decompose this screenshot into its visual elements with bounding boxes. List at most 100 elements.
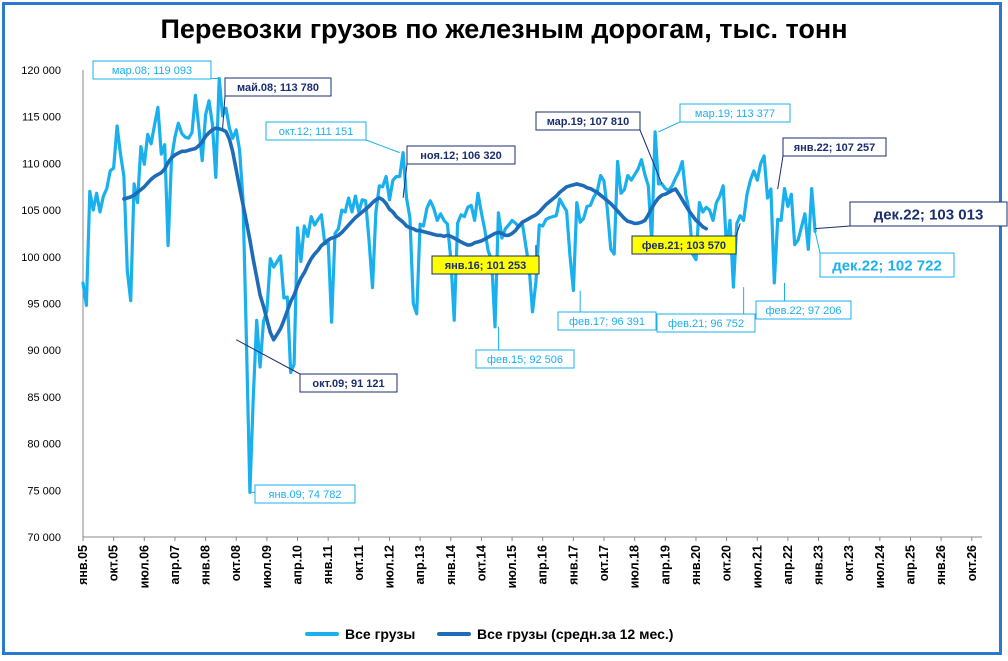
callout: мар.08; 119 093 <box>92 60 220 80</box>
callout-box <box>755 300 852 320</box>
chart-axes <box>82 70 982 538</box>
legend-swatch-average <box>437 632 471 636</box>
x-tick-label: апр.22 <box>781 545 795 585</box>
callout-label: май.08; 113 780 <box>237 82 319 94</box>
x-tick-label: апр.13 <box>413 545 427 585</box>
y-tick-label: 105 000 <box>21 205 61 217</box>
callout-label: фев.21; 103 570 <box>642 240 726 252</box>
callout-label: фев.22; 97 206 <box>765 305 841 317</box>
x-tick-label: июл.21 <box>750 545 764 588</box>
callout-leader <box>639 129 663 185</box>
callout-box <box>631 235 737 255</box>
callout-label: дек.22; 103 013 <box>874 206 984 223</box>
callout-leader <box>365 139 400 154</box>
x-tick-label: янв.14 <box>444 545 458 585</box>
x-tick-label: апр.19 <box>658 545 672 585</box>
callout: фев.21; 103 570 <box>631 223 741 255</box>
x-tick-label: июл.06 <box>137 545 151 588</box>
x-tick-label: янв.20 <box>689 545 703 585</box>
callout-box <box>782 137 887 157</box>
series-line-monthly <box>81 76 817 494</box>
callout-leader <box>402 163 408 198</box>
callout: дек.22; 103 013 <box>815 201 1008 230</box>
x-axis-ticks: янв.05 окт.05 июл.06 апр.07 янв.08 окт.08 июл.… <box>76 537 979 588</box>
x-tick-label: окт.08 <box>229 545 243 581</box>
callout-leader <box>236 339 301 375</box>
callout-label: фев.17; 96 391 <box>569 316 645 328</box>
x-tick-label: окт.20 <box>720 545 734 581</box>
callout: окт.09; 91 121 <box>236 339 398 393</box>
y-axis-ticks: 70 000 75 000 80 000 85 000 90 000 95 000 100 … <box>21 65 61 544</box>
x-tick-label: окт.05 <box>107 545 121 581</box>
callout-label: фев.15; 92 506 <box>487 354 563 366</box>
callout-label: янв.22; 107 257 <box>794 142 876 154</box>
callout: ноя.12; 106 320 <box>402 145 516 198</box>
x-tick-label: апр.25 <box>903 545 917 585</box>
x-tick-label: апр.07 <box>168 545 182 585</box>
callout-label: фев.21; 96 752 <box>668 318 744 330</box>
callout-box <box>299 373 398 393</box>
x-tick-label: окт.23 <box>842 545 856 581</box>
callout-leader <box>658 121 681 133</box>
x-tick-label: янв.26 <box>934 545 948 585</box>
callout-box <box>679 103 791 123</box>
callout: окт.12; 111 151 <box>265 121 400 154</box>
callout: фев.22; 97 206 <box>755 282 852 320</box>
y-tick-label: 110 000 <box>22 158 61 170</box>
callout-box <box>557 311 657 331</box>
callout-leader <box>814 231 821 254</box>
x-tick-label: июл.09 <box>260 545 274 588</box>
callout: фев.21; 96 752 <box>656 287 756 333</box>
callouts: мар.08; 119 093 май.08; 113 780 окт.12; 11… <box>92 60 1008 504</box>
y-tick-label: 90 000 <box>27 345 61 357</box>
x-tick-label: янв.17 <box>566 545 580 585</box>
callout-box <box>535 111 641 131</box>
callout-label: окт.09; 91 121 <box>312 378 384 390</box>
callout: фев.17; 96 391 <box>557 290 657 331</box>
y-tick-label: 95 000 <box>27 299 61 311</box>
callout-leader <box>815 225 851 230</box>
callout-box <box>92 60 212 80</box>
series-lines <box>81 76 817 494</box>
callout: май.08; 113 780 <box>222 77 332 129</box>
legend-label-average: Все грузы (средн.за 12 мес.) <box>477 626 674 642</box>
callout-box <box>475 349 575 369</box>
x-tick-label: окт.17 <box>597 545 611 581</box>
callout-box <box>406 145 516 165</box>
y-tick-label: 75 000 <box>27 485 61 497</box>
callout-box <box>265 121 367 141</box>
x-tick-label: окт.14 <box>474 545 488 581</box>
callout-box <box>849 201 1008 227</box>
x-tick-label: янв.11 <box>321 545 335 584</box>
callout: мар.19; 107 810 <box>535 111 663 185</box>
x-tick-label: июл.18 <box>628 545 642 588</box>
legend-label-monthly: Все грузы <box>345 626 416 642</box>
callout-box <box>656 313 756 333</box>
callout-box <box>254 484 356 504</box>
y-tick-label: 100 000 <box>21 252 61 264</box>
callout-label: янв.16; 101 253 <box>445 260 527 272</box>
callout-label: мар.19; 113 377 <box>695 108 775 120</box>
x-tick-label: окт.11 <box>352 545 366 581</box>
legend-item-average: Все грузы (средн.за 12 мес.) <box>437 624 673 644</box>
x-tick-label: янв.23 <box>812 545 826 585</box>
callout: янв.16; 101 253 <box>431 245 540 275</box>
callout: янв.09; 74 782 <box>249 484 356 504</box>
callout-leader <box>222 95 226 129</box>
callout: дек.22; 102 722 <box>814 231 955 278</box>
callout-label: янв.09; 74 782 <box>269 489 342 501</box>
callout-label: окт.12; 111 151 <box>279 126 353 138</box>
callout: янв.22; 107 257 <box>777 137 887 190</box>
legend-item-monthly: Все грузы <box>305 624 415 644</box>
y-tick-label: 115 000 <box>22 112 61 124</box>
callout-label: мар.19; 107 810 <box>547 116 630 128</box>
x-tick-label: окт.26 <box>965 545 979 581</box>
legend-swatch-monthly <box>305 632 339 636</box>
callout-leader <box>735 223 741 237</box>
callout: мар.19; 113 377 <box>658 103 791 133</box>
y-tick-label: 80 000 <box>27 439 61 451</box>
y-tick-label: 70 000 <box>27 532 61 544</box>
callout: фев.15; 92 506 <box>475 326 575 369</box>
callout-label: ноя.12; 106 320 <box>420 150 501 162</box>
